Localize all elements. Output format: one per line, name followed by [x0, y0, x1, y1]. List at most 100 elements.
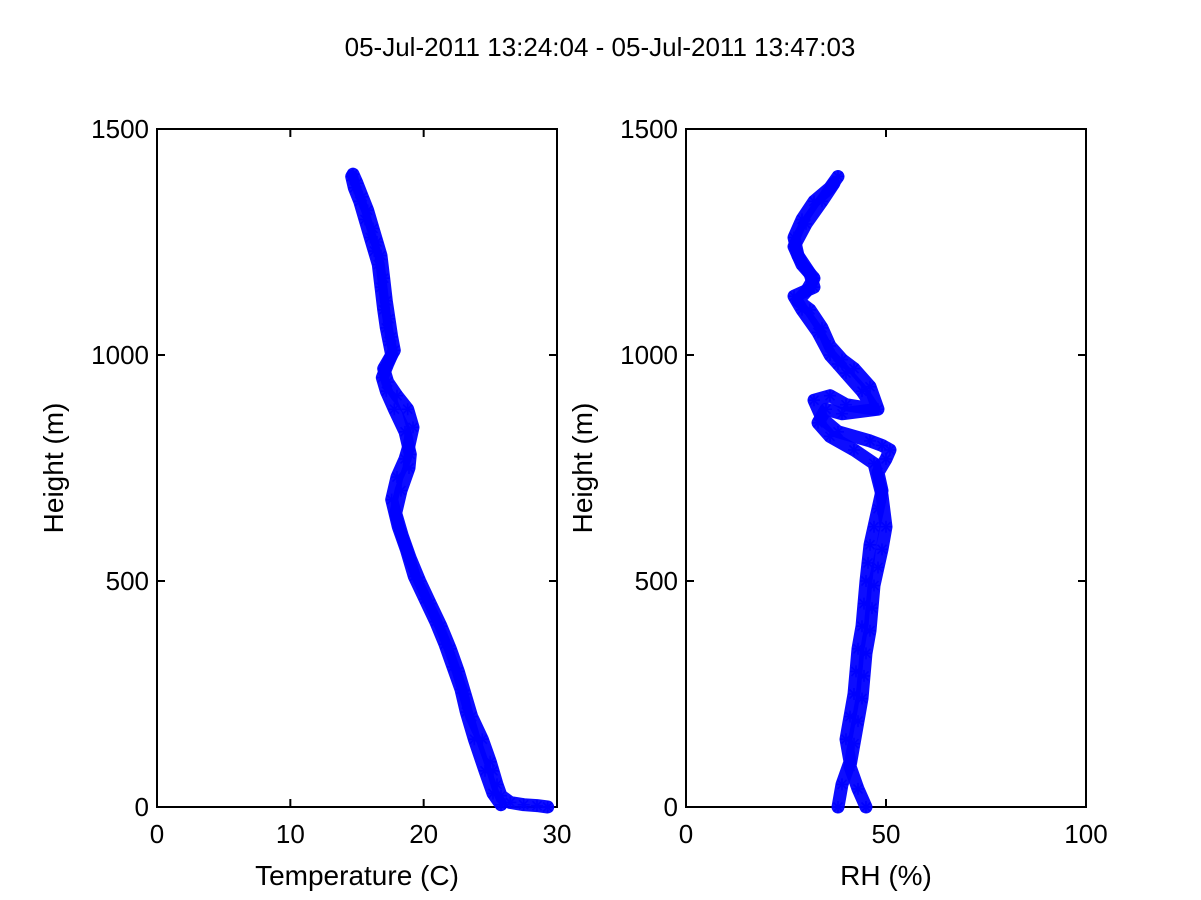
rh-ylabel: Height (m)	[567, 403, 598, 534]
temp-series-2-point	[400, 543, 413, 556]
temp-series-2-point	[495, 798, 507, 811]
temp-series-1-point	[487, 764, 499, 777]
temp-series-2-point	[391, 389, 403, 402]
rh-series-1-point	[824, 389, 836, 402]
rh-series-2-point	[868, 579, 880, 592]
rh-series-2-point	[820, 403, 832, 416]
rh-series-2-point	[788, 240, 800, 253]
temp-ytick-label: 0	[135, 792, 149, 822]
rh-series-2-point	[792, 294, 804, 307]
temp-series-2-point	[401, 403, 414, 416]
temp-xlabel: Temperature (C)	[255, 860, 459, 891]
temp-series-2-point	[479, 764, 491, 777]
temp-xtick-label: 30	[543, 819, 572, 849]
rh-ytick-label: 1500	[620, 114, 678, 144]
rh-series-2-point	[824, 339, 836, 352]
temp-series-2-point	[439, 638, 451, 651]
rh-series-1-point	[868, 520, 880, 533]
temp-series-2-point	[383, 353, 395, 366]
temp-series-2-point	[487, 787, 499, 800]
rh-series-2-point	[860, 801, 872, 813]
rh-series-1-point	[808, 195, 820, 208]
rh-series-1-point	[880, 452, 892, 465]
rh-series-2-point	[868, 457, 880, 470]
temp-series-1-point	[531, 799, 543, 812]
figure-title: 05-Jul-2011 13:24:04 - 05-Jul-2011 13:47…	[345, 32, 856, 62]
temp-ytick-label: 500	[106, 566, 149, 596]
rh-xtick-label: 0	[679, 819, 693, 849]
rh-series-2-point	[852, 782, 864, 795]
rh-series-1-point	[840, 398, 852, 411]
rh-ytick-label: 500	[635, 566, 678, 596]
rh-series-1-point	[848, 688, 860, 700]
temp-series-1-point	[476, 733, 489, 746]
temperature-axes: 0 10 20 30 0 500 1000 1500 Temperature (C) Height…	[38, 114, 571, 891]
rh-series-1-point	[852, 642, 864, 655]
temp-series-2-point	[377, 272, 390, 285]
temp-series-1-point	[399, 425, 411, 438]
rh-series-2-point	[858, 669, 870, 682]
temp-series-2-point	[447, 660, 459, 673]
temp-series-1-point	[491, 778, 503, 791]
rh-xlabel: RH (%)	[840, 860, 932, 891]
rh-series-2-point	[812, 416, 824, 429]
rh-series-2-point	[808, 272, 820, 285]
rh-series-2-point	[848, 737, 860, 750]
temp-series-2-point	[388, 344, 401, 357]
rh-xtick-label: 100	[1064, 819, 1107, 849]
temp-series-2-point	[429, 615, 442, 628]
rh-series-2-point	[872, 403, 884, 416]
rh-series-2-point	[848, 443, 860, 456]
temp-series-2-point	[356, 190, 369, 203]
temp-series-2-point	[361, 204, 374, 217]
temp-ylabel: Height (m)	[38, 403, 69, 534]
temp-series-1-point	[541, 801, 554, 813]
rh-series-2-point	[836, 353, 848, 366]
rh-series-2-point	[800, 285, 812, 298]
temp-series-2-point	[403, 439, 415, 452]
rh-series-2-point	[836, 407, 848, 420]
rh-series-2-point	[880, 520, 892, 533]
rh-series-2-point	[824, 430, 836, 443]
rh-series-1-point	[844, 710, 856, 723]
temp-series-2-point	[391, 471, 403, 484]
temp-ytick-label: 1500	[91, 114, 149, 144]
rh-ytick-label: 1000	[620, 340, 678, 370]
rh-series-2-point	[844, 760, 856, 773]
temp-series-1-point	[517, 798, 530, 811]
rh-series-1-point	[862, 556, 874, 569]
temp-ytick-label: 1000	[91, 340, 149, 370]
rh-series-1-point	[856, 620, 868, 633]
rh-series-2-point	[804, 303, 816, 316]
temp-series-2-point	[375, 249, 387, 262]
rh-series-1-point	[832, 425, 844, 438]
rh-series-2-point	[876, 543, 888, 556]
temp-series-2-point	[468, 733, 481, 746]
rh-series-1-point	[808, 394, 820, 407]
temp-xtick-label: 10	[276, 819, 305, 849]
temp-series-1-point	[388, 403, 401, 416]
rh-series-2-point	[876, 489, 888, 502]
rh-series-1-point	[832, 801, 844, 813]
temp-xtick-label: 20	[409, 819, 438, 849]
temp-series-2-point	[419, 593, 431, 606]
temp-series-2-point	[381, 376, 394, 389]
temp-series-2-point	[371, 236, 383, 248]
rh-series-2-point	[828, 177, 840, 190]
temp-series-2-point	[377, 362, 390, 375]
rh-ytick-label: 0	[664, 792, 678, 822]
rh-series-1-point	[856, 385, 868, 398]
rh-series-2-point	[796, 258, 808, 271]
rh-series-1-point	[840, 733, 852, 746]
rh-series-1-point	[864, 434, 876, 447]
rh-series-2-point	[864, 380, 876, 393]
temp-series-2-point	[351, 177, 363, 190]
rh-series-1-point	[884, 443, 896, 456]
temp-series-2-point	[385, 493, 398, 506]
temp-series-2-point	[460, 706, 473, 719]
rh-series-2-point	[816, 321, 828, 334]
temp-series-2-point	[380, 294, 393, 307]
rh-series-1-point	[876, 439, 888, 452]
